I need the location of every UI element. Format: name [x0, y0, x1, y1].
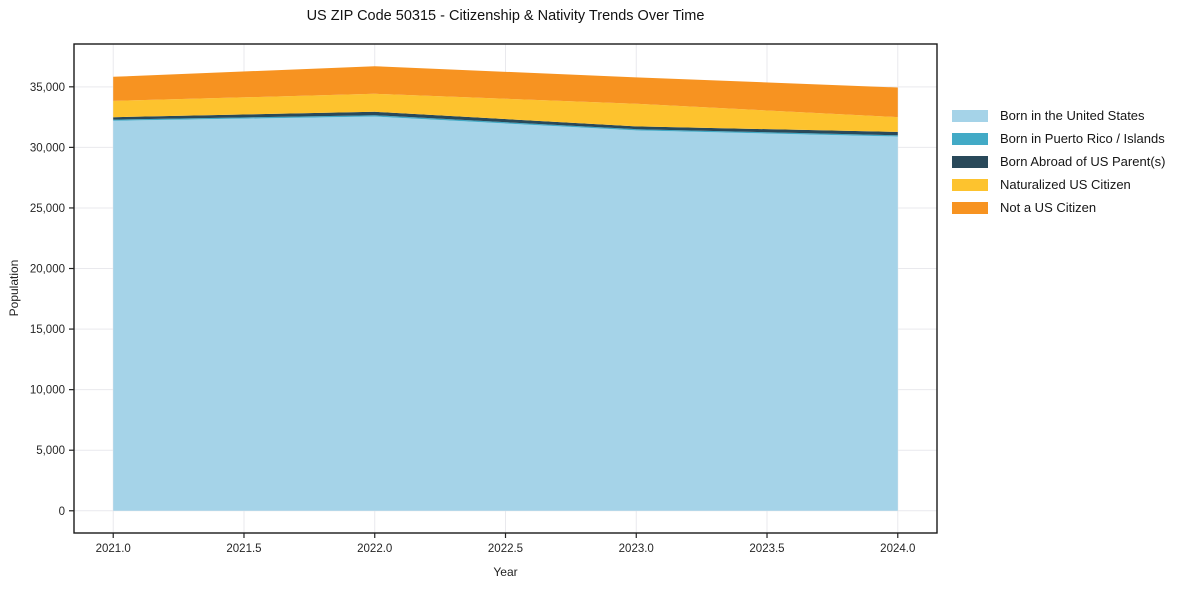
- y-tick-label: 30,000: [30, 142, 65, 154]
- area-series-group: [113, 66, 898, 511]
- chart-title: US ZIP Code 50315 - Citizenship & Nativi…: [306, 8, 705, 24]
- legend-item-born-in-puerto-rico-islands: Born in Puerto Rico / Islands: [952, 127, 1165, 150]
- legend-swatch: [952, 109, 988, 122]
- tick-labels: 0 5,000 10,000 15,000 20,000 25,000 30,000 35,0…: [30, 82, 916, 555]
- legend-item-born-abroad-of-us-parent-s: Born Abroad of US Parent(s): [952, 150, 1165, 173]
- x-axis-label: Year: [493, 565, 518, 579]
- legend-swatch: [952, 178, 988, 191]
- area-series-not-a-us-citizen: [113, 66, 898, 118]
- legend-label: Not a US Citizen: [1000, 200, 1097, 215]
- y-tick-label: 10,000: [30, 385, 65, 397]
- legend-swatch: [952, 132, 988, 145]
- x-tick-label: 2021.0: [96, 543, 131, 555]
- legend-label: Born in the United States: [1000, 108, 1145, 123]
- x-tick-label: 2023.5: [749, 543, 784, 555]
- y-tick-label: 20,000: [30, 264, 65, 276]
- y-tick-label: 15,000: [30, 324, 65, 336]
- legend-label: Born Abroad of US Parent(s): [1000, 154, 1166, 169]
- legend-item-born-in-the-united-states: Born in the United States: [952, 104, 1165, 127]
- y-tick-label: 5,000: [36, 445, 65, 457]
- y-tick-label: 25,000: [30, 203, 65, 215]
- legend-swatch: [952, 201, 988, 214]
- legend-label: Born in Puerto Rico / Islands: [1000, 131, 1165, 146]
- y-tick-label: 0: [59, 506, 65, 518]
- area-series-born-in-puerto-rico-islands: [113, 115, 898, 137]
- x-tick-label: 2023.0: [619, 543, 654, 555]
- legend-label: Naturalized US Citizen: [1000, 177, 1131, 192]
- x-tick-label: 2021.5: [226, 543, 261, 555]
- legend-swatch: [952, 155, 988, 168]
- y-tick-label: 35,000: [30, 82, 65, 94]
- legend: Born in the United States Born in Puerto …: [952, 104, 1165, 219]
- legend-item-not-a-us-citizen: Not a US Citizen: [952, 196, 1165, 219]
- x-tick-label: 2024.0: [880, 543, 915, 555]
- legend-item-naturalized-us-citizen: Naturalized US Citizen: [952, 173, 1165, 196]
- area-series-born-abroad-of-us-parent-s: [113, 111, 898, 136]
- x-tick-label: 2022.5: [488, 543, 523, 555]
- y-axis-label: Population: [7, 259, 21, 317]
- area-series-naturalized-us-citizen: [113, 93, 898, 132]
- x-tick-label: 2022.0: [357, 543, 392, 555]
- axis-ticks: [69, 86, 899, 538]
- area-series-born-in-the-united-states: [113, 116, 898, 511]
